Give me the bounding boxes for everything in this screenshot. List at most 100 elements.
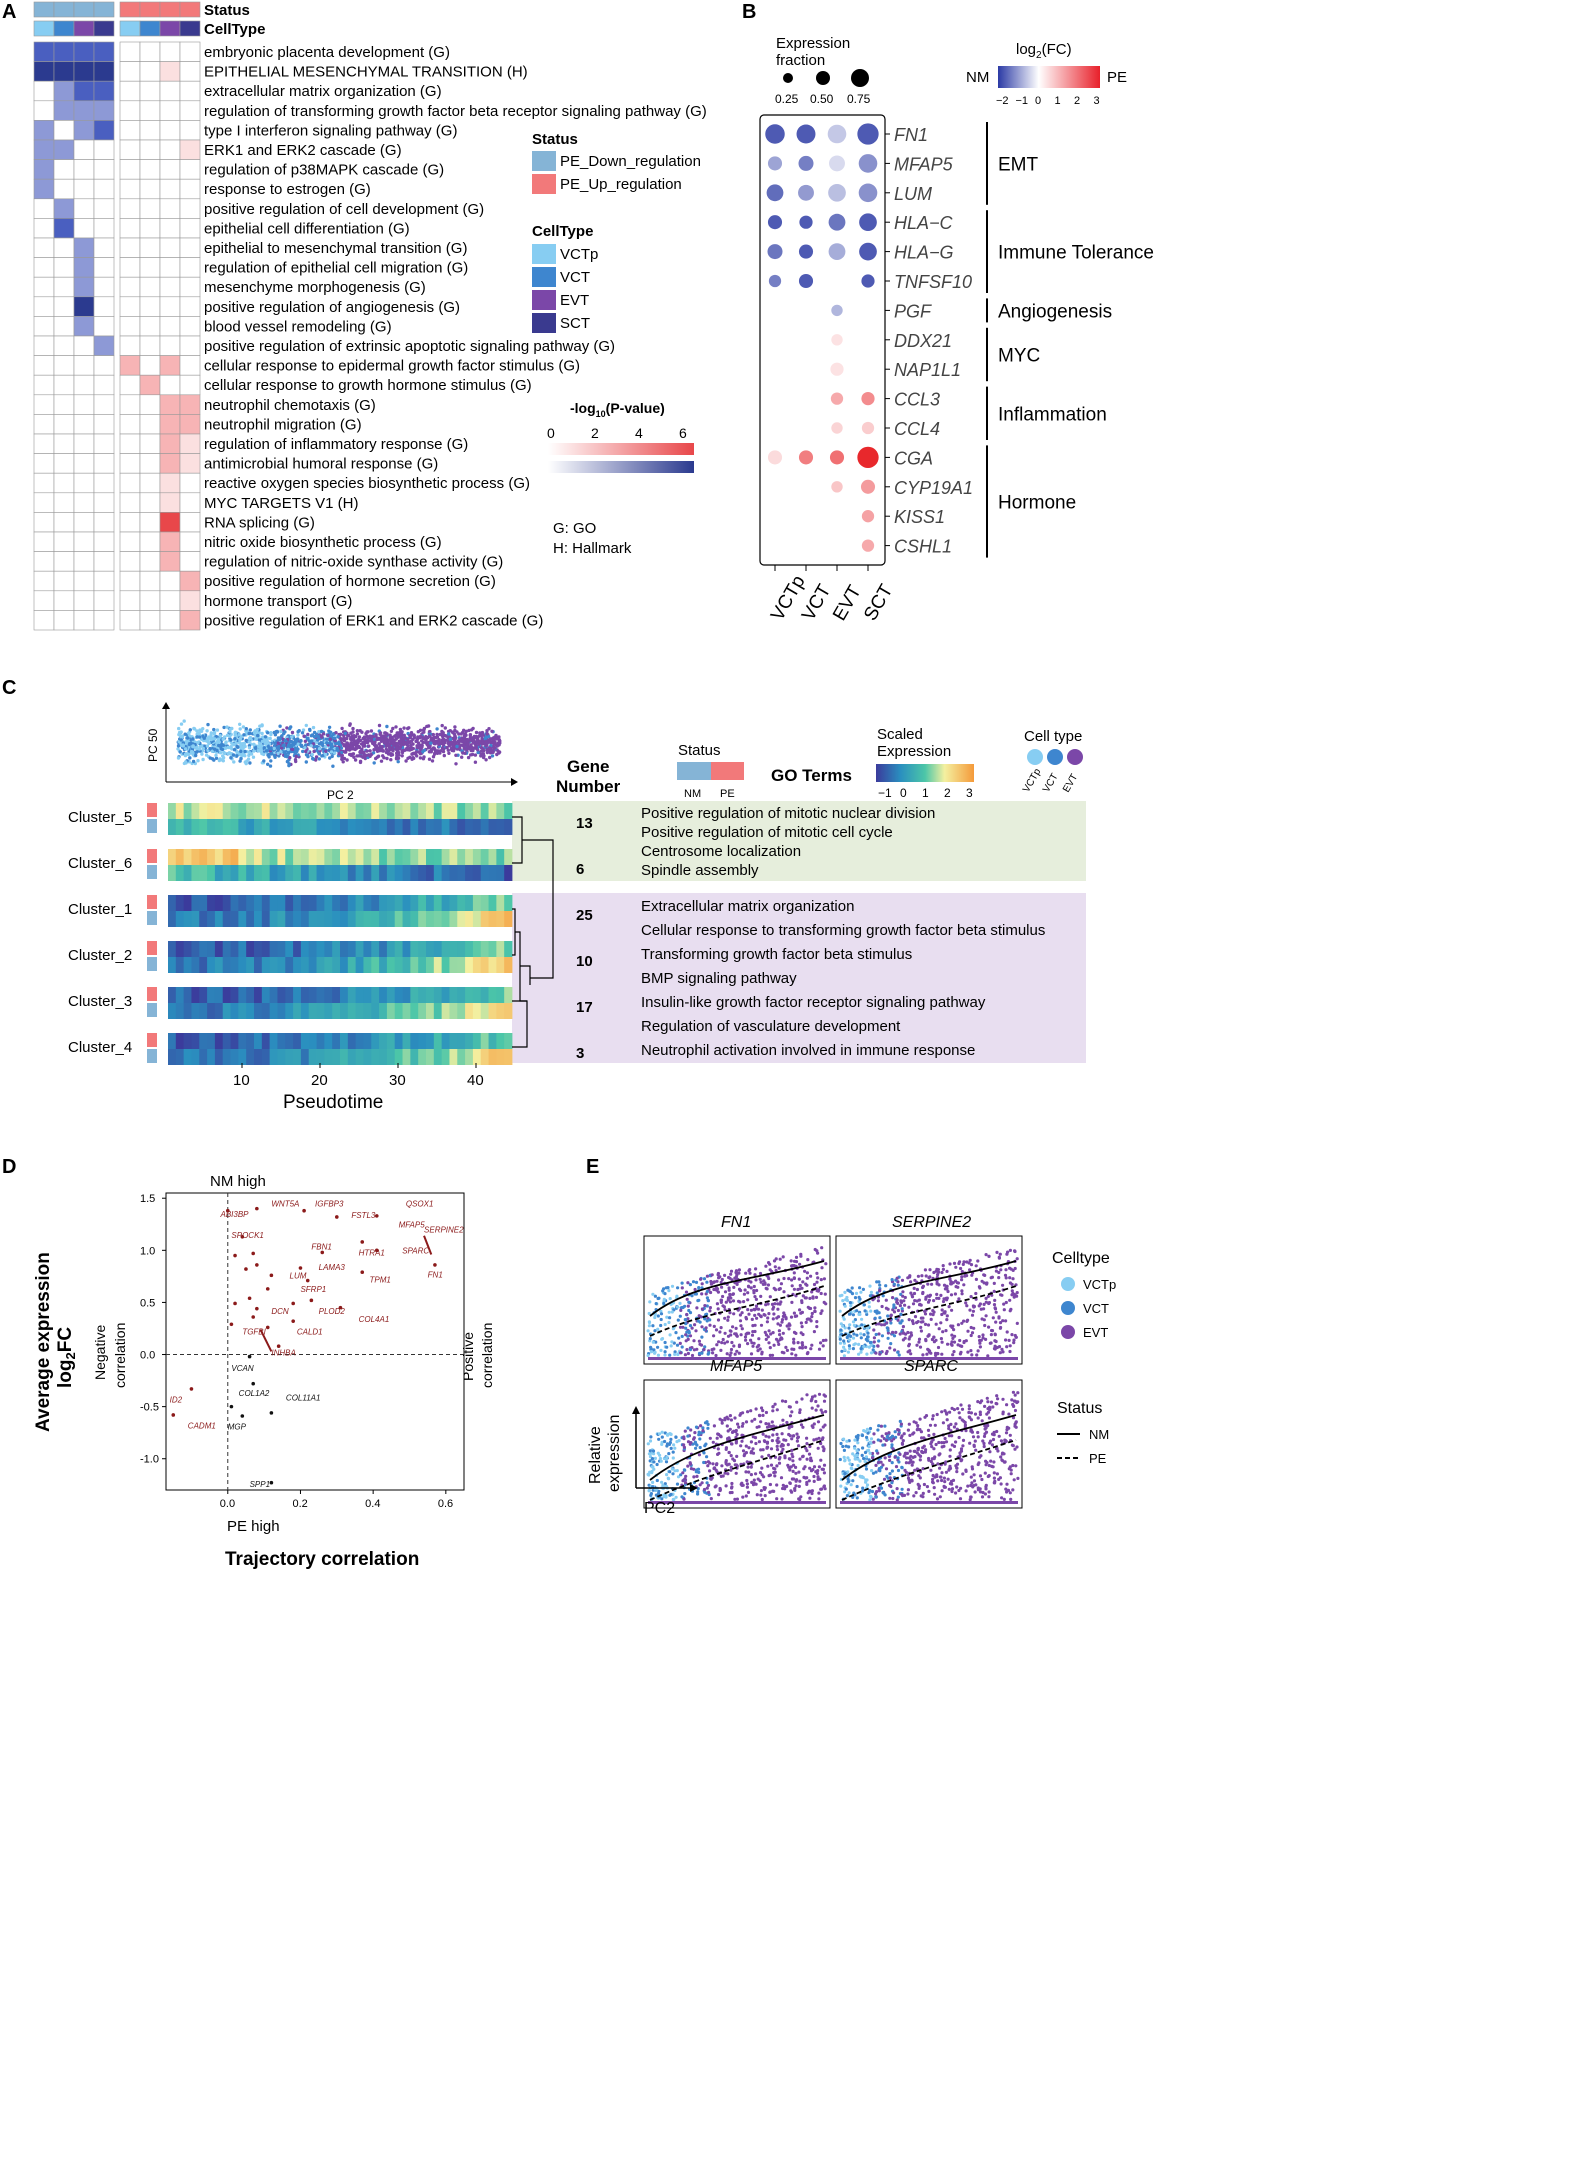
relexpr-point (657, 1432, 662, 1436)
relexpr-point (758, 1479, 762, 1483)
relexpr-point (960, 1292, 964, 1296)
pca-point (402, 726, 406, 730)
relexpr-point (726, 1315, 730, 1319)
up-heat-cell (119, 590, 141, 611)
heat-cell (316, 1033, 325, 1049)
relexpr-point (971, 1309, 976, 1313)
relexpr-point (775, 1408, 779, 1412)
down-heat-cell (53, 61, 75, 82)
relexpr-point (799, 1495, 803, 1499)
dotplot-dot (861, 392, 875, 406)
pca-point (177, 726, 181, 731)
relexpr-point (750, 1317, 754, 1321)
heat-cell (371, 987, 380, 1003)
heat-cell (488, 895, 497, 911)
relexpr-point (919, 1329, 924, 1333)
relexpr-point (838, 1294, 842, 1298)
up-heat-cell (119, 139, 141, 160)
heat-cell (191, 1033, 200, 1049)
heat-cell (238, 895, 247, 911)
pca-point (201, 746, 205, 751)
relexpr-point (724, 1300, 728, 1304)
pca-point (267, 746, 271, 750)
heat-cell (363, 911, 372, 927)
pca-point (462, 738, 466, 742)
relexpr-point (656, 1345, 660, 1349)
heat-cell (214, 849, 224, 865)
relexpr-point (763, 1494, 767, 1498)
up-heat-cell (119, 355, 141, 376)
pca-point (446, 748, 450, 752)
relexpr-point (999, 1482, 1003, 1486)
relexpr-point (937, 1453, 941, 1457)
down-heat-cell (93, 120, 115, 141)
relexpr-point (747, 1312, 751, 1316)
relexpr-point (663, 1350, 667, 1354)
relexpr-point (859, 1332, 863, 1336)
pca-point (348, 752, 352, 757)
pca-point (260, 751, 264, 756)
dotplot-dot (831, 334, 843, 346)
relexpr-point (799, 1321, 804, 1325)
relexpr-point (746, 1291, 750, 1295)
relexpr-point (841, 1299, 845, 1303)
relexpr-point (764, 1286, 768, 1290)
relexpr-point (716, 1290, 721, 1294)
relexpr-point (659, 1317, 663, 1322)
relexpr-point (766, 1464, 770, 1468)
heat-cell (175, 1049, 185, 1065)
relexpr-point (660, 1337, 664, 1341)
relexpr-point (797, 1470, 801, 1474)
up-heat-cell (159, 570, 181, 592)
pca-point (291, 743, 296, 747)
heat-cell (222, 849, 231, 865)
up-heat-cell (159, 355, 181, 376)
pca-point (439, 741, 444, 746)
relexpr-point (822, 1449, 826, 1453)
up-heat-cell (139, 120, 161, 141)
heat-cell (238, 941, 247, 957)
go-term-label: type I interferon signaling pathway (G) (204, 122, 457, 139)
relexpr-point (752, 1341, 756, 1345)
relexpr-point (892, 1305, 896, 1309)
relexpr-point (728, 1292, 732, 1296)
relexpr-point (815, 1289, 819, 1293)
pca-point (389, 729, 394, 733)
relexpr-point (791, 1455, 795, 1459)
heat-cell (496, 1003, 505, 1019)
pca-point (377, 723, 382, 728)
heat-cell (441, 819, 450, 835)
heat-cell (332, 895, 341, 911)
pca-point (253, 746, 258, 750)
dotplot-dot (828, 243, 846, 260)
relexpr-point (1011, 1277, 1015, 1281)
heat-cell (300, 819, 310, 835)
down-heat-cell (93, 276, 115, 298)
relexpr-point (755, 1493, 759, 1497)
relexpr-point (998, 1252, 1002, 1256)
relexpr-point (899, 1299, 903, 1303)
relexpr-point (822, 1463, 827, 1467)
relexpr-point (659, 1309, 663, 1313)
relexpr-point (770, 1439, 775, 1443)
relexpr-point (811, 1468, 815, 1472)
go-term-label: neutrophil chemotaxis (G) (204, 397, 376, 414)
down-heat-cell (73, 512, 95, 533)
pca-point (431, 732, 435, 737)
pca-point (497, 750, 502, 754)
go-term-label: mesenchyme morphogenesis (G) (204, 279, 426, 296)
pca-point (444, 734, 448, 738)
heat-cell (293, 987, 302, 1003)
relexpr-point (652, 1348, 656, 1352)
relexpr-point (759, 1323, 764, 1327)
heat-cell (410, 911, 419, 927)
heat-cell (418, 865, 427, 881)
relexpr-point (956, 1323, 961, 1327)
status-legend-title: Status (678, 742, 721, 759)
up-heat-cell (179, 492, 201, 513)
celltype-legend-label: VCT (1041, 772, 1061, 795)
pca-point (430, 759, 435, 763)
relexpr-point (750, 1419, 754, 1423)
heat-cell (316, 895, 325, 911)
relexpr-point (759, 1280, 763, 1284)
